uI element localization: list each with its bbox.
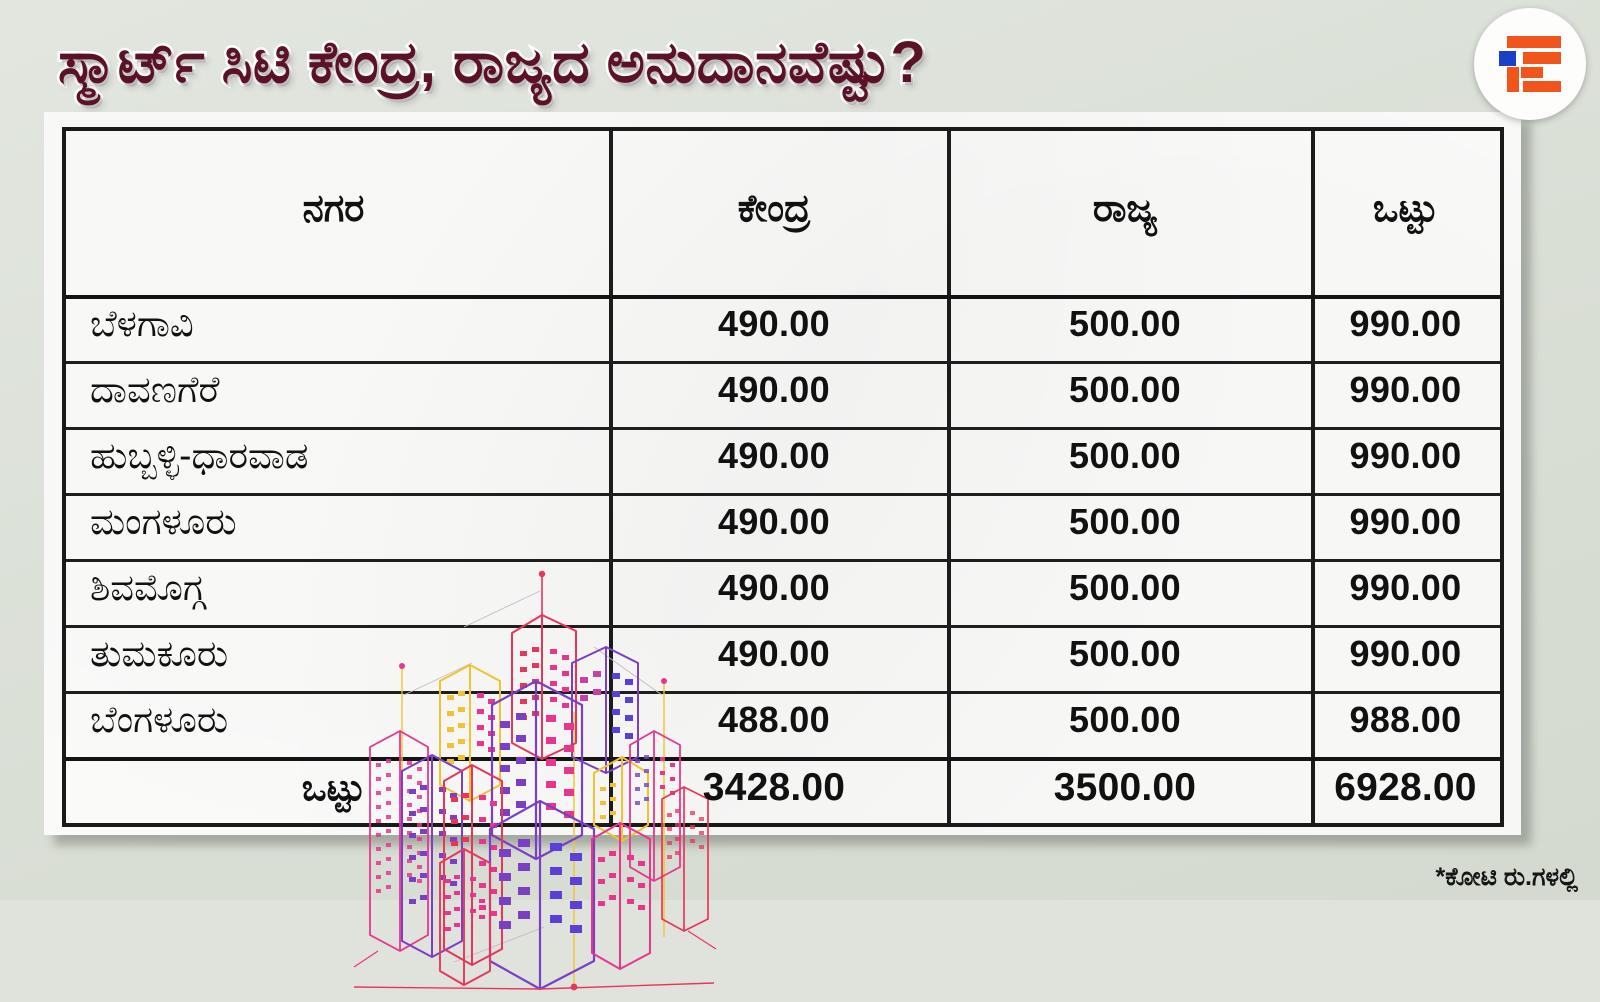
table-header-city: ನಗರ — [302, 187, 365, 230]
page-title: ಸ್ಮಾರ್ಟ್ ಸಿಟಿ ಕೇಂದ್ರ, ರಾಜ್ಯದ ಅನುದಾನವೆಷ್ಟ… — [56, 28, 929, 98]
brand-logo-badge — [1474, 8, 1586, 120]
table-cell-state: 500.00 — [1069, 633, 1181, 674]
table-cell-state: 500.00 — [1069, 369, 1181, 410]
table-cell-total: 990.00 — [1349, 435, 1462, 476]
row-divider-2 — [66, 427, 1500, 430]
row-divider-3 — [66, 493, 1500, 496]
table-header-centre: ಕೇಂದ್ರ — [737, 187, 811, 230]
table-row: ಬೆಳಗಾವಿ — [90, 302, 194, 344]
table-cell-total: 990.00 — [1349, 303, 1462, 344]
table-cell-centre: 490.00 — [718, 633, 830, 674]
table-cell-total: 990.00 — [1349, 567, 1462, 608]
table-cell-state: 500.00 — [1069, 303, 1181, 344]
table-cell-state: 500.00 — [1069, 435, 1181, 476]
table-text-layer: ನಗರ ಕೇಂದ್ರ ರಾಜ್ಯ ಒಟ್ಟು ಬೆಳಗಾವಿ 490.00 50… — [44, 112, 1521, 835]
table-header-total: ಒಟ್ಟು — [1372, 187, 1439, 230]
column-divider-3 — [1311, 131, 1315, 823]
table-cell-state: 500.00 — [1069, 567, 1181, 608]
table-row: ತುಮಕೂರು — [90, 632, 229, 674]
logo-bar-bottom — [1523, 81, 1561, 92]
table-cell-centre: 490.00 — [718, 501, 830, 542]
row-divider-4 — [66, 559, 1500, 562]
logo-bar-second — [1523, 52, 1561, 64]
table-cell-total: 990.00 — [1349, 369, 1462, 410]
table-cell-centre: 490.00 — [718, 435, 830, 476]
table-cell-centre: 488.00 — [718, 699, 830, 740]
table-cell-total: 990.00 — [1349, 501, 1462, 542]
total-centre: 3428.00 — [702, 766, 846, 809]
row-divider-6 — [66, 691, 1500, 694]
table-row: ಮಂಗಳೂರು — [90, 500, 237, 542]
total-state: 3500.00 — [1053, 766, 1197, 809]
logo-bar-third — [1521, 67, 1543, 78]
table-cell-state: 500.00 — [1069, 501, 1181, 542]
column-divider-2 — [947, 131, 951, 823]
row-divider-5 — [66, 625, 1500, 628]
scanned-table-paper: ನಗರ ಕೇಂದ್ರ ರಾಜ್ಯ ಒಟ್ಟು ಬೆಳಗಾವಿ 490.00 50… — [44, 112, 1521, 991]
table-cell-total: 990.00 — [1349, 633, 1462, 674]
logo-bar-top — [1507, 36, 1561, 48]
unit-footnote: *ಕೋಟಿ ರು.ಗಳಲ್ಲಿ — [1435, 863, 1578, 891]
total-row-divider — [66, 757, 1500, 761]
logo-stem — [1507, 67, 1519, 92]
column-divider-1 — [609, 131, 613, 823]
total-grand: 6928.00 — [1334, 766, 1477, 809]
header-divider — [66, 295, 1500, 299]
table-cell-state: 500.00 — [1069, 699, 1181, 740]
data-table — [62, 127, 1504, 827]
table-cell-centre: 490.00 — [718, 303, 830, 344]
table-row: ಬೆಂಗಳೂರು — [90, 698, 229, 740]
table-row: ಹುಬ್ಬಳ್ಳಿ-ಧಾರವಾಡ — [90, 434, 309, 476]
eesanje-logo-icon — [1499, 36, 1561, 92]
table-header-state: ರಾಜ್ಯ — [1092, 187, 1158, 230]
total-row-label: ಒಟ್ಟು — [301, 766, 366, 808]
table-cell-centre: 490.00 — [718, 567, 830, 608]
table-cell-total: 988.00 — [1349, 699, 1462, 740]
table-row: ದಾವಣಗೆರೆ — [90, 368, 220, 410]
table-row: ಶಿವಮೊಗ್ಗ — [90, 566, 205, 608]
logo-blue-dot — [1499, 51, 1516, 66]
table-cell-centre: 490.00 — [718, 369, 830, 410]
row-divider-1 — [66, 361, 1500, 364]
